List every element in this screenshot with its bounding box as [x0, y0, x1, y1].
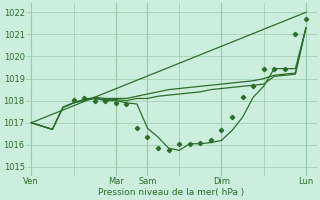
- X-axis label: Pression niveau de la mer( hPa ): Pression niveau de la mer( hPa ): [98, 188, 244, 197]
